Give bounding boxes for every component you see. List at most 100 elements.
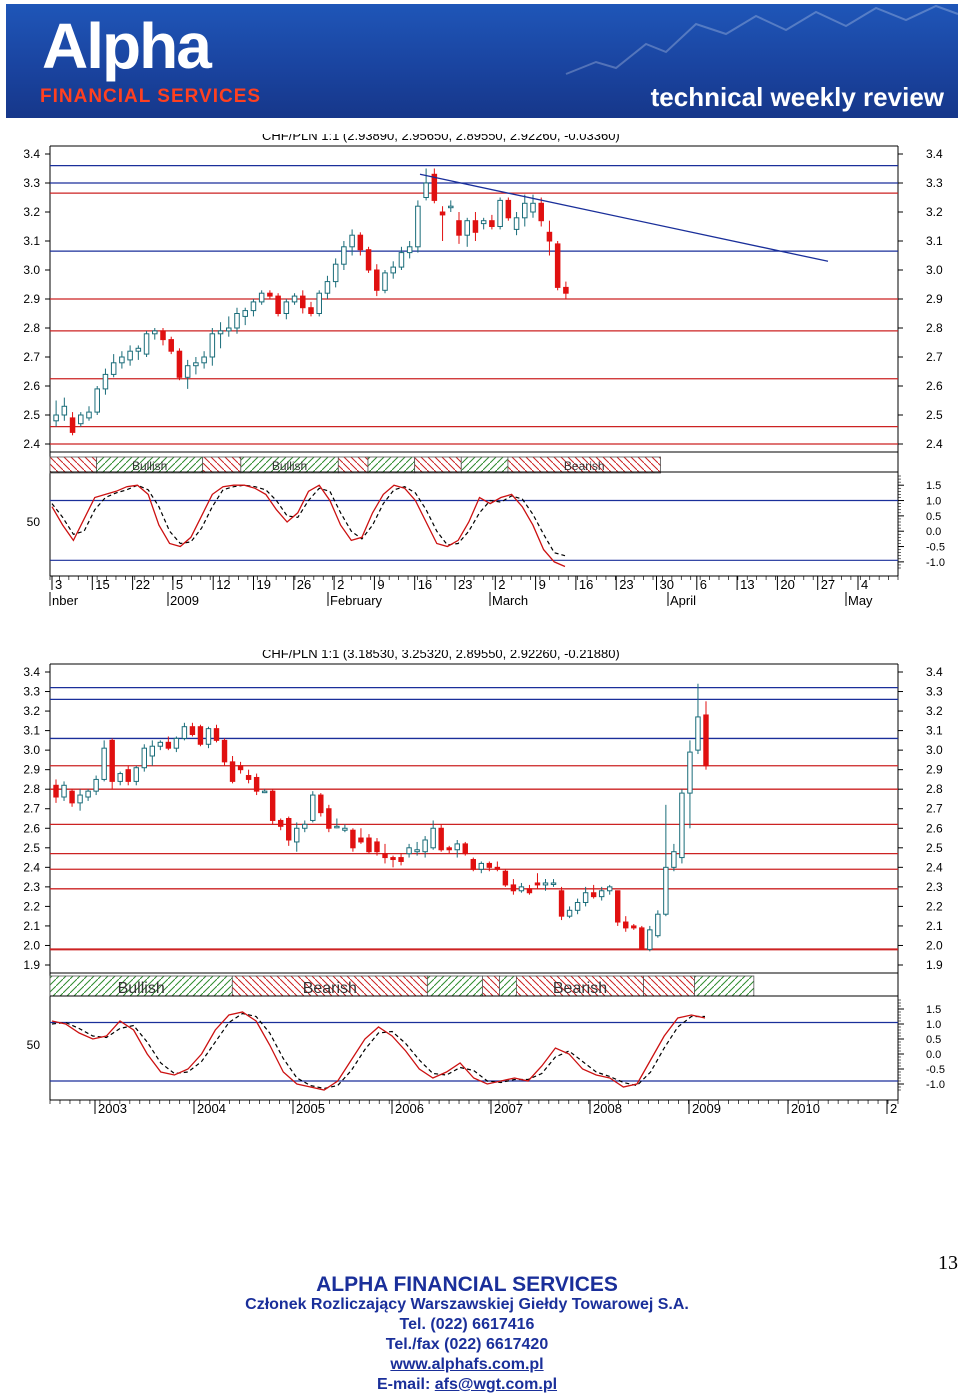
candle-bullish [258,292,265,303]
candle-bearish [639,927,645,950]
y-tick-label-right: 3.4 [926,665,943,679]
candle-bearish [398,857,404,862]
candle-bullish [234,313,240,329]
candle-bullish [414,849,420,853]
candle-bullish [349,234,355,248]
candle-bullish [261,790,268,794]
y-tick-label-left: 2.1 [23,919,40,933]
candle-bullish [61,405,68,416]
candle-bearish [439,211,446,216]
footer-company: ALPHA FINANCIAL SERVICES [316,1273,618,1296]
oscillator-tick-label: 1.0 [926,496,941,508]
brand-subtitle: FINANCIAL SERVICES [40,86,262,107]
y-tick-label-left: 3.2 [23,704,40,718]
candle-bearish [382,853,388,859]
candle-bullish [133,767,139,782]
y-tick-label-right: 2.5 [926,408,943,422]
candle-bullish [582,892,589,903]
candle-bearish [245,775,252,780]
candle-bullish [422,839,428,853]
candle-bearish [554,243,561,288]
candle-bearish [374,269,380,291]
candle-bearish [269,790,276,821]
oscillator-tick-label: -1.0 [926,1079,945,1091]
y-tick-label-right: 2.7 [926,350,943,364]
x-tick-label: 2008 [593,1101,622,1116]
oscillator-main-line [51,484,566,568]
oscillator-tick-label: 1.5 [926,480,941,492]
candle-bearish [546,231,553,242]
oscillator-tick-label: -1.0 [926,557,945,569]
y-tick-label-right: 2.7 [926,802,943,816]
candle-bullish [464,220,470,236]
y-tick-label-right: 2.8 [926,321,943,335]
candle-bearish [125,769,131,782]
candle-bullish [127,350,133,361]
x-tick-label: 2 [337,577,344,592]
candle-bearish [703,714,709,767]
x-tick-label: 15 [95,577,109,592]
y-tick-label-right: 3.0 [926,263,943,277]
candle-bullish [423,182,429,198]
signal-band-label: Bearish [553,980,607,997]
candle-bearish [286,818,292,841]
footer-fax: Tel./fax (022) 6617420 [385,1336,549,1353]
candle-bullish [294,827,300,843]
candle-bullish [332,263,339,283]
candle-bearish [165,741,172,749]
month-label: March [492,593,528,608]
trendline [419,173,829,262]
candle-bearish [534,882,541,886]
candle-bullish [480,220,487,225]
y-tick-label-right: 2.6 [926,379,943,393]
candle-bullish [454,843,460,851]
candle-bearish [390,857,396,861]
candle-bullish [415,205,421,248]
y-tick-label-right: 3.3 [926,685,943,699]
candle-bullish [542,882,549,886]
x-tick-label: 2006 [395,1101,424,1116]
candle-bearish [160,330,166,341]
signal-band-label: Bearish [303,980,357,997]
x-tick-label: 2004 [197,1101,226,1116]
candle-bearish [623,921,629,929]
x-tick-label: 2003 [98,1101,127,1116]
candle-bearish [438,827,444,851]
candle-bearish [366,837,372,853]
oscillator-tick-label: 0.0 [926,526,941,538]
footer-member: Członek Rozliczający Warszawskiej Giełdy… [245,1296,689,1313]
signal-band-bearish [482,975,500,997]
banner-title: technical weekly review [650,82,944,112]
y-tick-label-right: 2.6 [926,821,943,835]
candle-bearish [53,784,59,798]
month-label: February [330,593,383,608]
signal-band-bullish [694,975,755,997]
signal-band-bullish [426,975,483,997]
y-tick-label-right: 3.1 [926,234,943,248]
y-tick-label-right: 2.8 [926,782,943,796]
candle-bearish [69,417,76,433]
footer-tel: Tel. (022) 6617416 [399,1316,535,1333]
candle-bearish [237,765,244,771]
x-tick-label: 2 [498,577,505,592]
y-tick-label-left: 3.1 [23,724,40,738]
candle-bullish [513,217,520,230]
x-tick-label: 9 [377,577,384,592]
candle-bullish [406,847,412,855]
x-tick-label: 2010 [791,1101,820,1116]
x-tick-label: 23 [458,577,472,592]
y-tick-label-right: 2.9 [926,292,943,306]
candle-bullish [226,327,232,332]
footer-email-link[interactable]: afs@wgt.com.pl [434,1376,558,1393]
candle-bearish [318,794,324,814]
candle-bullish [430,827,436,849]
x-tick-label: 3 [55,577,62,592]
footer-website-link[interactable]: www.alphafs.com.pl [390,1356,544,1373]
candle-bullish [663,866,669,915]
candle-bearish [563,286,569,294]
candle-bearish [374,841,380,853]
x-tick-label: 13 [740,577,754,592]
candle-bullish [530,202,536,213]
x-tick-label: 12 [216,577,230,592]
candle-bullish [93,778,99,792]
